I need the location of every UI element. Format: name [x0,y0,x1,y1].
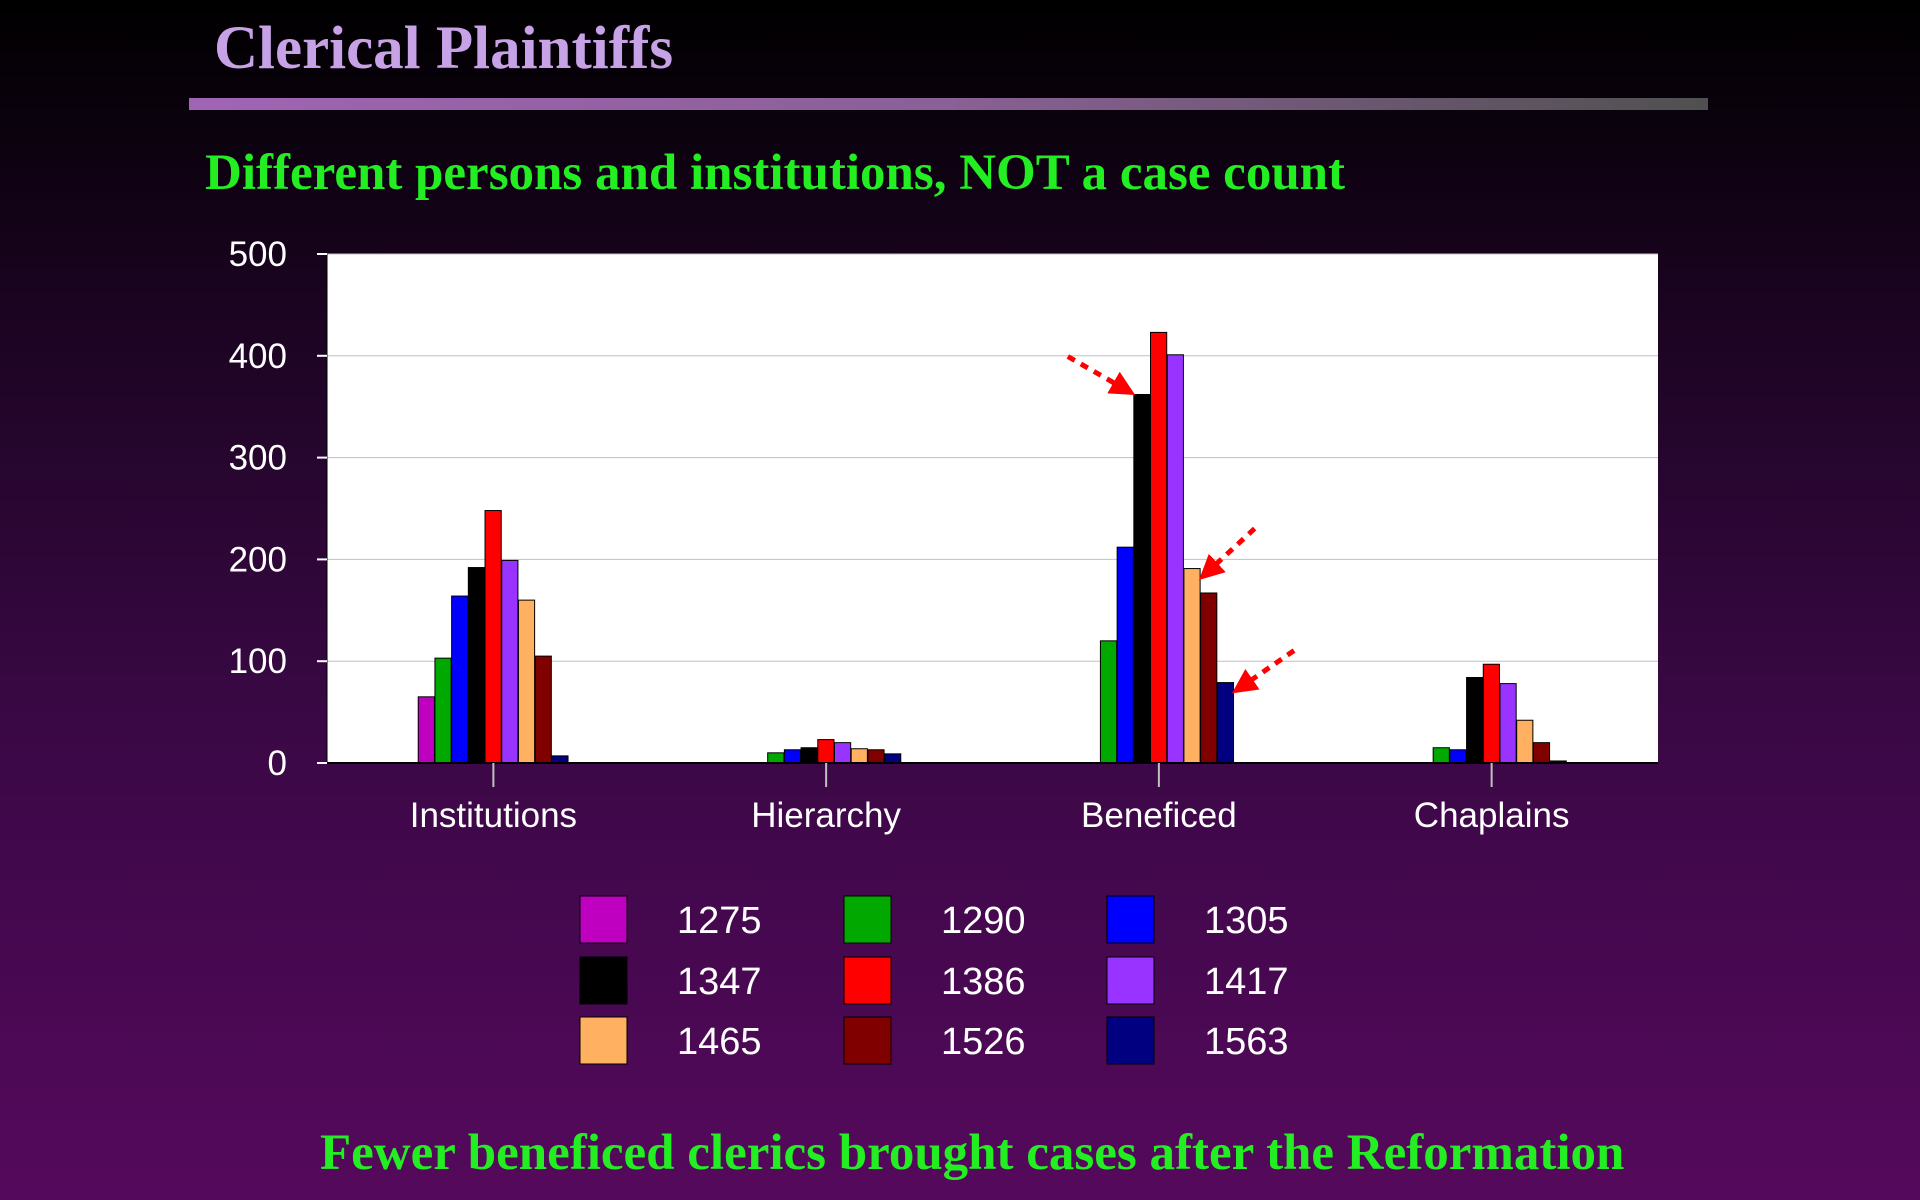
bar-chaplains-1417 [1499,683,1517,764]
bar-hierarchy-1417 [833,742,852,764]
bar-beneficed-1347 [1133,393,1151,764]
bar-beneficed-1465 [1183,568,1201,764]
bar-institutions-1290 [434,657,452,764]
x-tick-label-chaplains: Chaplains [1414,796,1570,835]
annotation-arrow-1563 [1231,648,1296,694]
legend-swatch-1465 [579,1016,628,1065]
legend-swatch-1290 [843,895,892,944]
legend-swatch-1275 [579,895,628,944]
legend-item-1386: 1386 [843,956,1026,1005]
bar-institutions-1526 [534,655,552,764]
bar-institutions-1347 [467,567,486,764]
bar-hierarchy-1465 [850,748,868,764]
bar-hierarchy-1347 [800,747,818,764]
annotation-arrow-1465 [1198,526,1257,580]
legend-item-1563: 1563 [1106,1016,1289,1065]
legend-swatch-1386 [843,956,892,1005]
bar-institutions-1465 [517,599,536,764]
slide-subtitle: Different persons and institutions, NOT … [205,145,1346,201]
legend-item-1347: 1347 [579,956,762,1005]
legend-label: 1465 [677,1021,762,1063]
bar-institutions-1386 [484,510,502,764]
bar-beneficed-1563 [1216,682,1235,764]
legend-label: 1386 [941,961,1026,1003]
bar-institutions-1275 [417,696,435,764]
bar-chaplains-1386 [1482,663,1500,764]
y-tick-label: 500 [229,235,287,274]
y-tick-label: 200 [229,540,287,579]
legend-label: 1275 [677,900,762,942]
y-tick-label: 0 [268,744,287,783]
legend-item-1290: 1290 [843,895,1026,944]
legend-swatch-1526 [843,1016,892,1065]
legend-swatch-1563 [1106,1016,1155,1065]
x-tick-label-hierarchy: Hierarchy [751,796,901,835]
bar-institutions-1563 [551,755,569,764]
y-tick-label: 300 [229,439,287,478]
x-tick-label-beneficed: Beneficed [1081,796,1237,835]
slide-title: Clerical Plaintiffs [214,15,674,82]
legend-label: 1526 [941,1021,1026,1063]
legend-item-1275: 1275 [579,895,762,944]
bar-beneficed-1526 [1200,592,1218,764]
legend-item-1417: 1417 [1106,956,1289,1005]
legend-label: 1290 [941,900,1026,942]
legend-label: 1347 [677,961,762,1003]
bar-institutions-1417 [501,559,519,764]
bar-chaplains-1290 [1432,747,1450,764]
bar-chaplains-1526 [1532,742,1551,764]
title-rule [189,98,1708,110]
bar-beneficed-1417 [1166,354,1184,764]
bar-hierarchy-1386 [817,739,835,764]
y-tick-label: 100 [229,642,287,681]
legend-label: 1305 [1204,900,1289,942]
bar-chaplains-1305 [1449,749,1467,764]
legend-label: 1417 [1204,961,1289,1003]
legend-swatch-1347 [579,956,628,1005]
bar-chaplains-1347 [1466,676,1484,764]
legend-swatch-1305 [1106,895,1155,944]
slide-footer: Fewer beneficed clerics brought cases af… [320,1125,1625,1181]
annotation-arrow-1347 [1066,354,1136,395]
bar-hierarchy-1526 [867,749,885,764]
bar-institutions-1305 [451,595,469,764]
bar-hierarchy-1290 [767,752,785,764]
legend-label: 1563 [1204,1021,1289,1063]
legend-swatch-1417 [1106,956,1155,1005]
bar-chaplains-1465 [1516,719,1534,764]
bar-beneficed-1386 [1150,331,1168,764]
legend-item-1465: 1465 [579,1016,762,1065]
bar-hierarchy-1305 [783,749,802,764]
x-tick-label-institutions: Institutions [410,796,577,835]
bar-hierarchy-1563 [884,753,902,764]
y-tick-label: 400 [229,337,287,376]
legend-item-1526: 1526 [843,1016,1026,1065]
legend-item-1305: 1305 [1106,895,1289,944]
bar-beneficed-1290 [1099,640,1118,764]
bar-beneficed-1305 [1116,546,1134,764]
